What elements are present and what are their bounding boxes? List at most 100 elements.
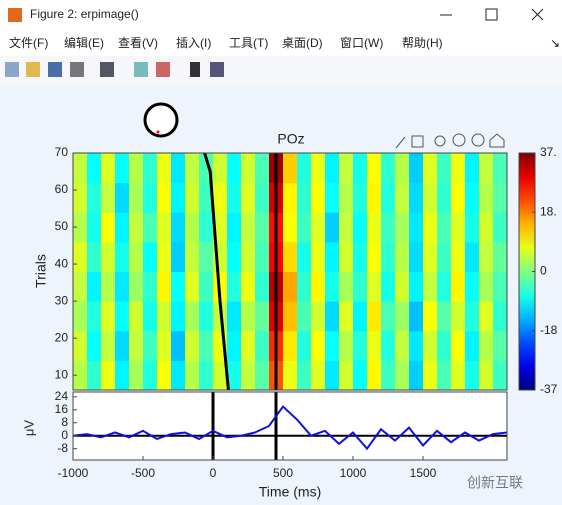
heat-cell — [395, 241, 410, 272]
heat-cell — [479, 153, 494, 184]
plot-frame — [72, 152, 508, 391]
heat-cell — [493, 182, 508, 213]
heat-cell — [465, 153, 480, 184]
heat-cell — [451, 241, 466, 272]
heat-cell — [101, 271, 116, 302]
heat-cell — [451, 182, 466, 213]
heat-cell — [73, 153, 88, 184]
heat-cell — [227, 212, 242, 243]
heat-cell — [199, 360, 214, 391]
heat-cell — [437, 153, 452, 184]
heat-cell — [465, 360, 480, 391]
heat-cell — [87, 153, 102, 184]
menu-item[interactable]: 桌面(D) — [282, 36, 323, 50]
heat-cell — [325, 301, 340, 332]
title-bar — [0, 0, 562, 30]
y-tick-label: 30 — [55, 293, 69, 307]
heat-cell — [283, 182, 298, 213]
heat-cell — [311, 153, 326, 184]
heat-cell — [339, 182, 354, 213]
heat-cell — [255, 330, 270, 361]
heat-cell — [115, 330, 130, 361]
heat-cell — [311, 360, 326, 391]
heat-cell — [423, 153, 438, 184]
heat-cell — [185, 330, 200, 361]
heat-cell — [493, 271, 508, 302]
heat-cell — [297, 241, 312, 272]
menu-item[interactable]: 窗口(W) — [340, 36, 383, 50]
toolbar-icons[interactable] — [5, 62, 224, 77]
heat-cell — [325, 212, 340, 243]
heat-cell — [199, 241, 214, 272]
heat-cell — [255, 271, 270, 302]
heat-cell — [297, 212, 312, 243]
heat-cell — [199, 212, 214, 243]
heat-cell — [143, 212, 158, 243]
heat-cell — [227, 271, 242, 302]
heat-cell — [101, 212, 116, 243]
heat-cell — [437, 360, 452, 391]
heat-cell — [241, 301, 256, 332]
heat-cell — [311, 182, 326, 213]
heat-cell — [283, 212, 298, 243]
close-button[interactable] — [531, 8, 544, 21]
menu-item[interactable]: 文件(F) — [9, 35, 48, 50]
heat-cell — [255, 212, 270, 243]
heat-cell — [157, 330, 172, 361]
heat-cell — [143, 301, 158, 332]
heat-cell — [465, 212, 480, 243]
menu-item[interactable]: 编辑(E) — [64, 35, 104, 50]
y-tick-label: 16 — [55, 402, 69, 416]
plot-bg — [73, 392, 507, 460]
y-tick-label: 70 — [55, 145, 69, 159]
heat-cell — [171, 153, 186, 184]
heat-cell — [325, 360, 340, 391]
menu-item[interactable]: 帮助(H) — [402, 36, 443, 50]
heat-cell — [311, 271, 326, 302]
heat-cell — [185, 360, 200, 391]
chart-title: POz — [277, 131, 304, 147]
heat-cell — [311, 330, 326, 361]
heat-cell — [367, 330, 382, 361]
menu-item[interactable]: 工具(T) — [229, 36, 268, 50]
heat-cell — [423, 301, 438, 332]
heat-cell — [297, 301, 312, 332]
heat-cell — [367, 271, 382, 302]
heat-cell — [143, 330, 158, 361]
heat-cell — [409, 153, 424, 184]
heat-cell — [157, 301, 172, 332]
heat-cell — [339, 330, 354, 361]
menu-arrow: ↘ — [550, 36, 560, 50]
heat-cell — [73, 301, 88, 332]
heat-cell — [87, 241, 102, 272]
heat-cell — [157, 153, 172, 184]
menu-item[interactable]: 插入(I) — [176, 36, 211, 50]
heat-cell — [227, 182, 242, 213]
axes-toolbar[interactable] — [395, 133, 505, 149]
heat-cell — [465, 182, 480, 213]
menu-item[interactable]: 查看(V) — [118, 36, 158, 50]
heat-cell — [143, 360, 158, 391]
colorbar-tick-label: -18 — [540, 323, 558, 337]
heat-cell — [87, 212, 102, 243]
heat-cell — [87, 271, 102, 302]
heat-cell — [493, 330, 508, 361]
app-icon — [8, 8, 22, 22]
colorbar-tick-label: 0 — [540, 264, 547, 278]
maximize-button[interactable] — [485, 8, 498, 21]
heat-cell — [395, 182, 410, 213]
heat-cell — [353, 360, 368, 391]
heat-cell — [185, 271, 200, 302]
heat-cell — [241, 241, 256, 272]
heat-cell — [171, 271, 186, 302]
heat-cell — [73, 360, 88, 391]
heat-cell — [367, 153, 382, 184]
heat-cell — [283, 153, 298, 184]
heat-cell — [185, 212, 200, 243]
y-tick-label: 60 — [55, 182, 69, 196]
heat-cell — [255, 153, 270, 184]
heat-cell — [381, 271, 396, 302]
heat-cell — [101, 241, 116, 272]
heat-cell — [479, 360, 494, 391]
heat-cell — [185, 301, 200, 332]
